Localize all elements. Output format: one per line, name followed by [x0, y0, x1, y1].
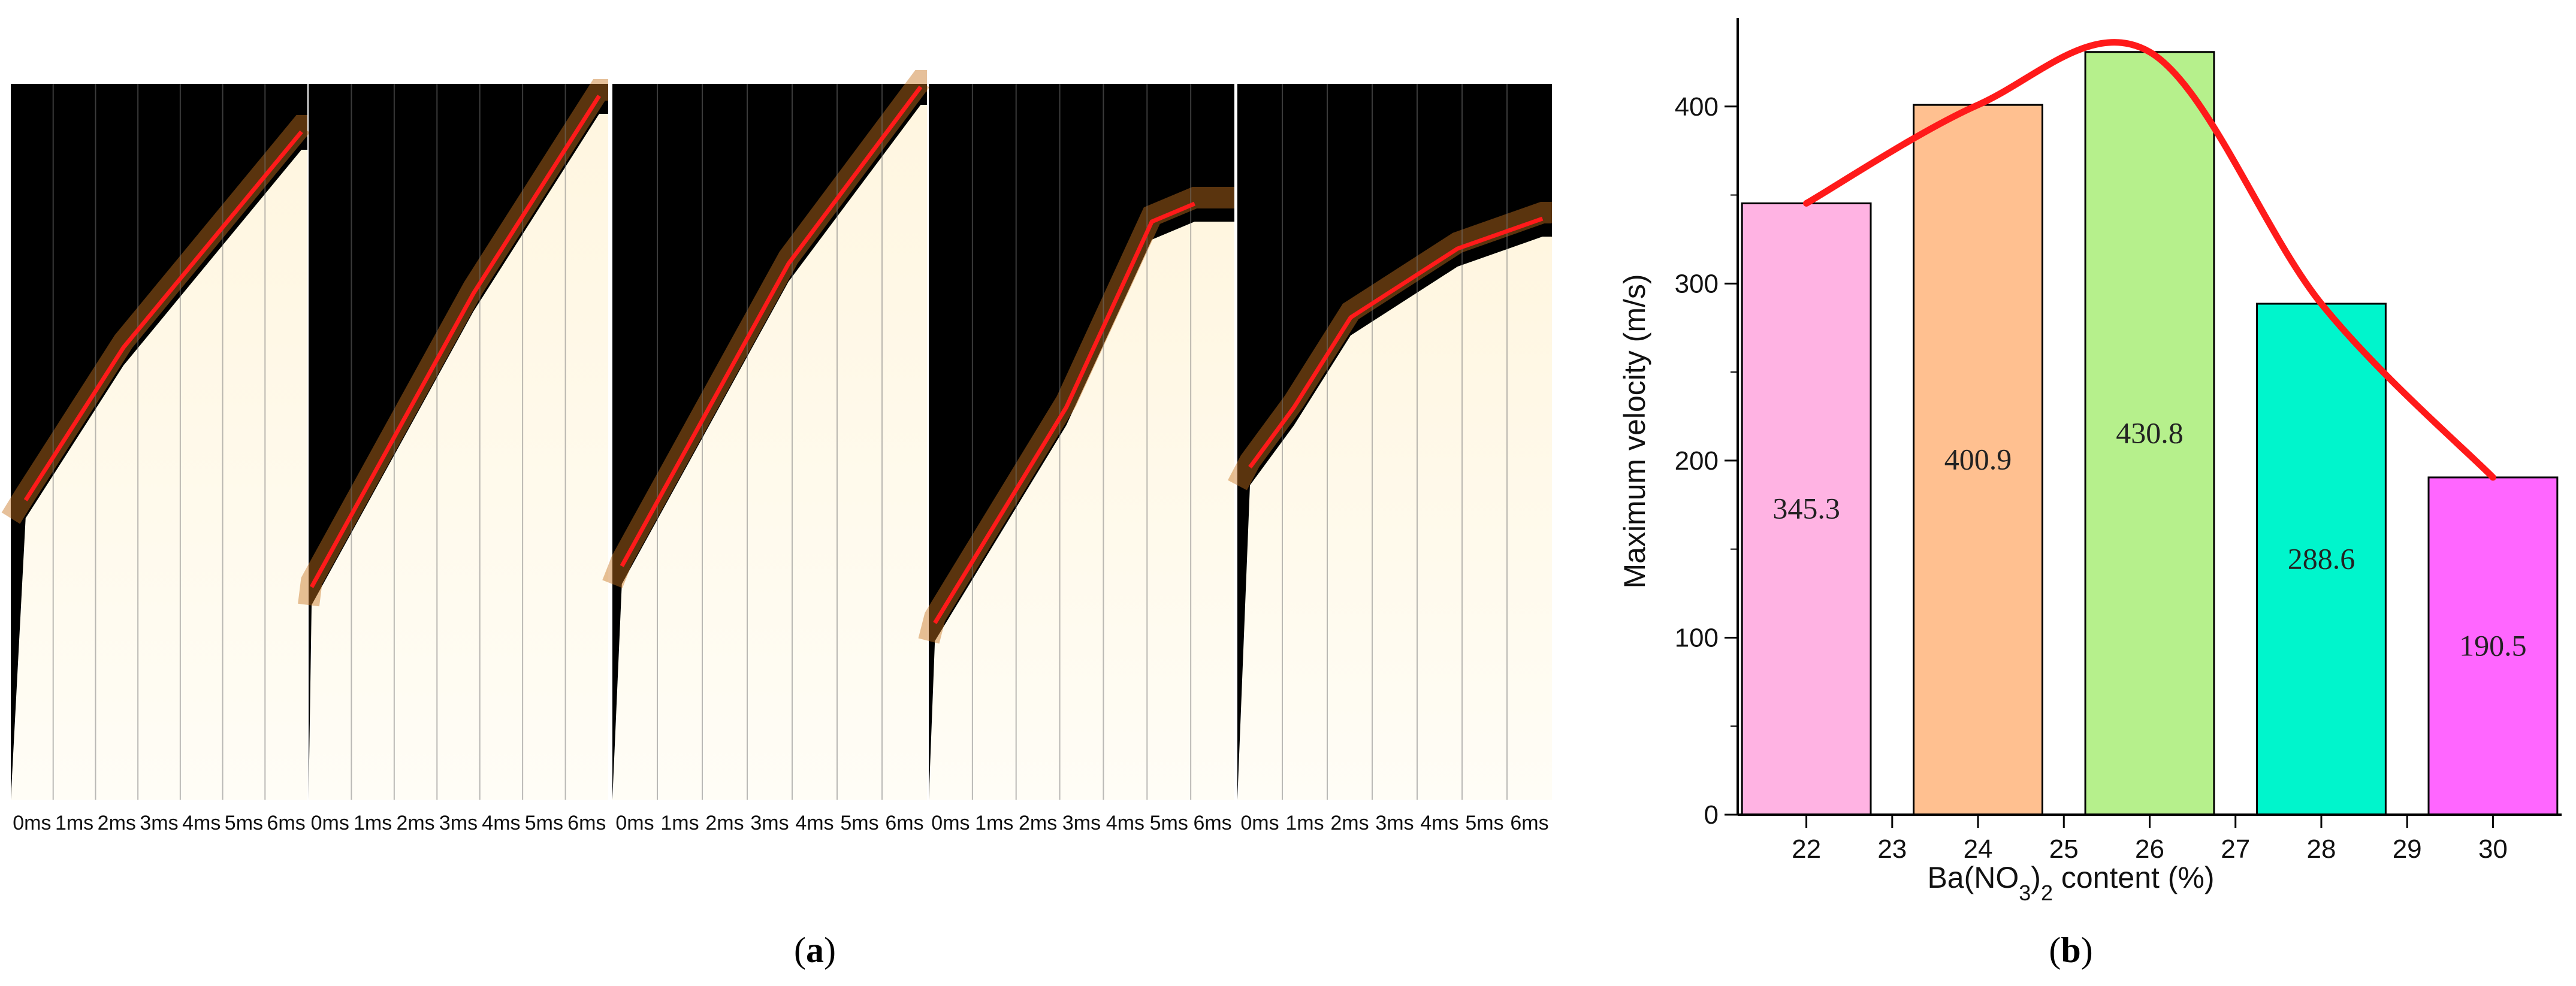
x-tick-label: 24 [1964, 834, 1993, 864]
y-tick-label: 300 [1675, 269, 1719, 298]
flame-region [612, 105, 927, 800]
y-tick-label: 200 [1675, 446, 1719, 476]
time-label: 2ms [705, 812, 744, 834]
flame-front-line [23, 130, 303, 501]
flame-strip [602, 70, 929, 800]
y-axis-ticks: 0 100 200 300 400 [1675, 92, 1738, 830]
time-label: 0ms [931, 812, 970, 834]
flame-glow [1228, 202, 1552, 491]
y-tick-label: 400 [1675, 92, 1719, 122]
time-label: 0ms [615, 812, 654, 834]
time-label: 6ms [567, 812, 606, 834]
x-tick-label: 23 [1877, 834, 1907, 864]
bar [1741, 202, 1872, 816]
time-label: 5ms [525, 812, 563, 834]
x-tick-label: 25 [2049, 834, 2079, 864]
x-axis-ticks: 22 23 24 25 26 27 28 29 30 [1792, 815, 2508, 864]
x-tick-label: 22 [1792, 834, 1821, 864]
flame-region [309, 114, 608, 800]
y-tick-label: 100 [1675, 623, 1719, 652]
time-label: 4ms [1420, 812, 1458, 834]
time-label: 1ms [1285, 812, 1324, 834]
time-label: 6ms [267, 812, 306, 834]
flame-sequence-panel: 0ms 1ms 2ms 3ms 4ms 5ms 6ms 0ms 1ms 2ms 3ms 4ms 5ms 6… [1, 70, 1552, 834]
time-label: 1ms [55, 812, 93, 834]
time-label: 5ms [840, 812, 878, 834]
flame-front-line [933, 201, 1196, 624]
x-tick-label: 30 [2478, 834, 2508, 864]
x-axis-title: Ba(NO3)2 content (%) [1927, 861, 2214, 905]
bar-value-label: 430.8 [2116, 416, 2184, 449]
y-tick-label: 0 [1704, 800, 1719, 830]
flame-front-line [1248, 216, 1544, 469]
flame-glow [1, 115, 310, 524]
time-label: 4ms [182, 812, 221, 834]
time-label: 3ms [750, 812, 789, 834]
time-label: 5ms [1465, 812, 1503, 834]
time-label: 5ms [1150, 812, 1188, 834]
panel-b-label: (b) [2049, 930, 2092, 970]
time-label: 3ms [439, 812, 478, 834]
flame-strip [918, 84, 1234, 800]
time-label: 2ms [98, 812, 136, 834]
time-label: 2ms [1019, 812, 1057, 834]
bar-value-label: 345.3 [1772, 492, 1840, 525]
trend-line [1803, 39, 2496, 481]
bar-value-label: 288.6 [2288, 542, 2355, 576]
x-tick-label: 27 [2221, 834, 2250, 864]
time-label: 1ms [354, 812, 392, 834]
time-label: 4ms [795, 812, 833, 834]
time-label: 4ms [482, 812, 520, 834]
flame-region [929, 222, 1234, 800]
flame-strip [298, 79, 609, 800]
time-label: 2ms [1330, 812, 1369, 834]
time-label: 1ms [975, 812, 1013, 834]
time-label: 6ms [885, 812, 923, 834]
flame-front-line [620, 85, 923, 567]
bar-value-label: 190.5 [2459, 628, 2527, 662]
time-label: 0ms [1240, 812, 1279, 834]
time-label: 6ms [1193, 812, 1231, 834]
x-tick-label: 28 [2306, 834, 2336, 864]
time-label: 2ms [396, 812, 434, 834]
panel-a-label: (a) [794, 930, 836, 970]
flame-strip [1228, 84, 1552, 800]
time-labels: 0ms 1ms 2ms 3ms 4ms 5ms 6ms 0ms 1ms 2ms 3ms 4ms 5ms 6… [13, 812, 1548, 834]
flame-glow [298, 79, 609, 607]
flame-region [11, 150, 307, 800]
time-label: 3ms [1375, 812, 1414, 834]
x-tick-label: 29 [2393, 834, 2422, 864]
time-label: 0ms [311, 812, 349, 834]
velocity-bar-chart: 345.3 400.9 430.8 288.6 190.5 22 23 24 25 26 27 28… [1618, 18, 2562, 905]
time-label: 1ms [660, 812, 699, 834]
bar-value-label: 400.9 [1944, 443, 2012, 476]
bar [2256, 303, 2387, 816]
flame-strip [1, 84, 310, 800]
time-label: 3ms [140, 812, 178, 834]
x-tick-label: 26 [2135, 834, 2164, 864]
flame-glow [602, 70, 929, 588]
time-label: 5ms [225, 812, 263, 834]
flame-front-line [309, 95, 601, 588]
flame-strips [1, 70, 1552, 800]
flame-region [1237, 237, 1552, 800]
y-axis-title: Maximum velocity (m/s) [1618, 274, 1651, 588]
bar [2427, 476, 2559, 816]
time-label: 3ms [1062, 812, 1101, 834]
bar-value-labels: 345.3 400.9 430.8 288.6 190.5 [1772, 416, 2526, 662]
time-label: 4ms [1106, 812, 1144, 834]
time-label: 6ms [1510, 812, 1548, 834]
time-label: 0ms [13, 812, 51, 834]
